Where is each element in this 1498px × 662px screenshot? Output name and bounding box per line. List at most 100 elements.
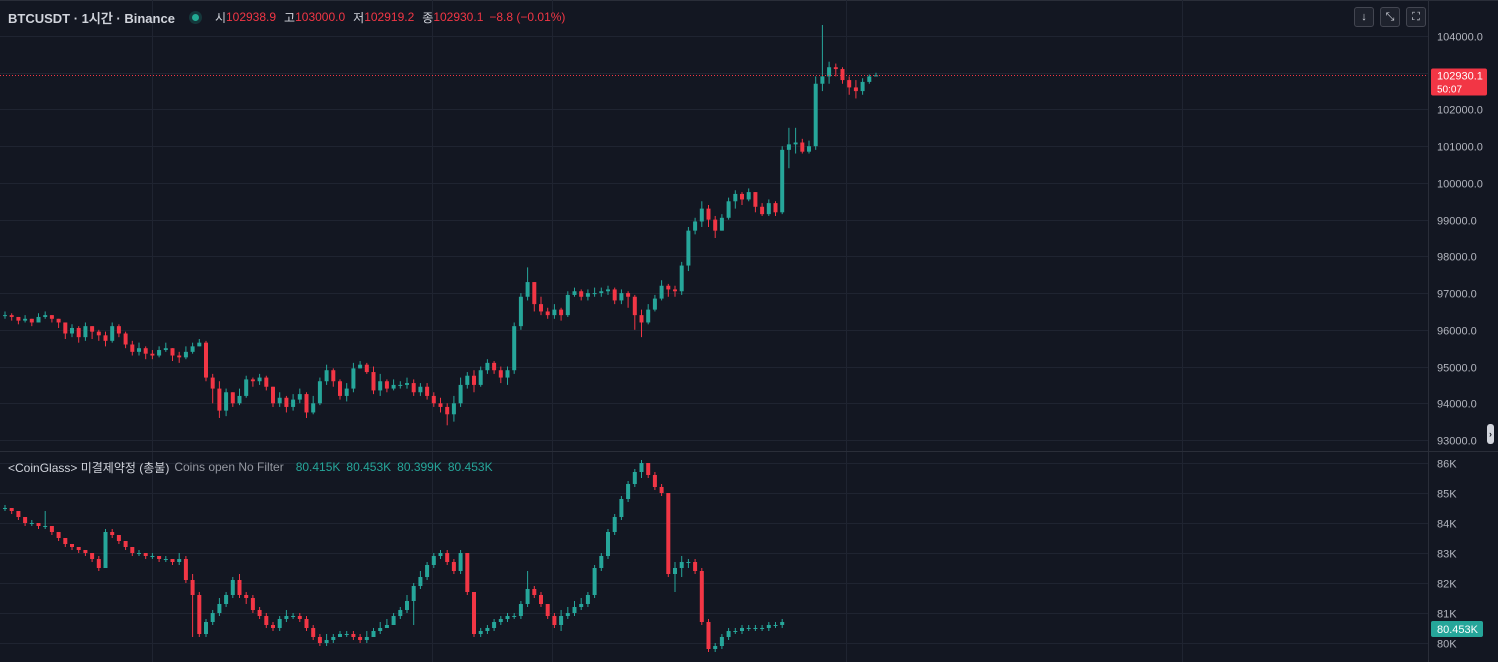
price-candle [626,293,631,297]
price-tick-label: 85K [1437,489,1457,501]
price-candle [411,383,416,393]
oi-candle [619,499,624,517]
price-tick-label: 96000.0 [1437,326,1477,338]
price-candle [338,381,342,396]
oi-candle [271,625,275,628]
price-candle [378,381,383,391]
oi-candle [686,562,691,563]
oi-candle [190,580,195,595]
oi-candle [9,508,14,511]
price-candle [76,327,81,338]
price-tick-label: 102000.0 [1437,105,1483,117]
oi-candle [237,580,242,595]
oi-candle [485,628,490,631]
symbol-title[interactable]: BTCUSDT · 1시간 · Binance [8,10,175,26]
oi-candle [210,613,215,622]
price-candle [585,293,590,297]
oi-candle [505,616,510,619]
oi-candle [646,463,651,475]
price-candle [230,392,235,404]
price-candle [773,203,778,213]
oi-last-label-bg [1431,621,1483,637]
oi-candle [673,568,677,574]
indicator-high: 80.453K [346,460,392,474]
price-candle [297,394,302,400]
oi-candle [592,568,597,595]
price-candle [237,395,242,404]
oi-candle [478,631,483,634]
indicator-title[interactable]: <CoinGlass> 미결제약정 (총불) [8,460,170,475]
price-candle [699,208,704,222]
price-candle [451,403,456,415]
price-candle [103,335,108,341]
arrow-down-icon[interactable]: ↓ [1354,7,1374,27]
price-candle [150,353,155,356]
oi-candle [626,484,631,499]
price-candle [83,326,88,338]
price-candle [673,289,677,292]
high-value: 103000.0 [295,10,346,24]
price-candle [518,296,523,327]
oi-last-label: 80.453K [1437,624,1479,636]
price-candle [183,351,188,358]
oi-candle [116,535,121,541]
oi-candle [96,559,101,568]
oi-candle [445,553,450,562]
price-candle [210,377,215,389]
oi-candle [123,541,128,547]
oi-candle [150,556,155,557]
price-candle [512,326,517,371]
price-candle [284,397,289,407]
scroll-handle-icon[interactable]: › [1487,424,1494,444]
oi-candle [565,613,570,616]
price-candle [686,230,691,266]
price-candle [250,379,255,382]
oi-candle [719,637,724,646]
price-tick-label: 81K [1437,609,1457,621]
oi-candle [545,604,550,616]
oi-candle [652,475,657,487]
oi-candle [572,607,577,613]
oi-candle [364,637,369,640]
oi-candle [438,553,443,556]
price-candle [820,76,825,84]
last-price-label-bg [1431,68,1487,96]
oi-candle [579,604,584,607]
collapse-icon[interactable]: ⤡ [1380,7,1400,27]
price-candle [70,327,74,334]
oi-candle [49,526,54,532]
price-candle [63,322,68,334]
price-candle [726,201,731,218]
oi-candle [257,610,262,616]
price-candle [425,386,430,396]
price-candle [740,193,744,200]
price-tick-label: 104000.0 [1437,32,1483,44]
oi-candle [518,604,523,616]
fullscreen-icon[interactable]: ⛶ [1406,7,1426,27]
price-candle [840,69,845,81]
price-candle [291,399,296,407]
price-candle [384,381,389,389]
price-candle [853,87,858,92]
price-candle [592,293,597,295]
market-status-icon [191,13,199,21]
oi-candle [36,523,41,526]
indicator-low: 80.399K [397,460,442,474]
oi-candle [612,517,617,532]
price-candle [639,315,644,323]
price-candle [257,377,262,382]
price-tick-label: 97000.0 [1437,289,1477,301]
price-candle [224,392,229,411]
price-candle [659,285,664,299]
price-candle [271,386,275,404]
price-candle [398,384,403,386]
oi-candle [3,508,7,509]
price-tick-label: 83K [1437,549,1457,561]
oi-candle [492,622,497,628]
price-candle [860,81,865,92]
oi-candle [90,553,95,559]
price-candle [525,282,530,297]
oi-candle [311,628,316,637]
price-candle [217,388,222,411]
